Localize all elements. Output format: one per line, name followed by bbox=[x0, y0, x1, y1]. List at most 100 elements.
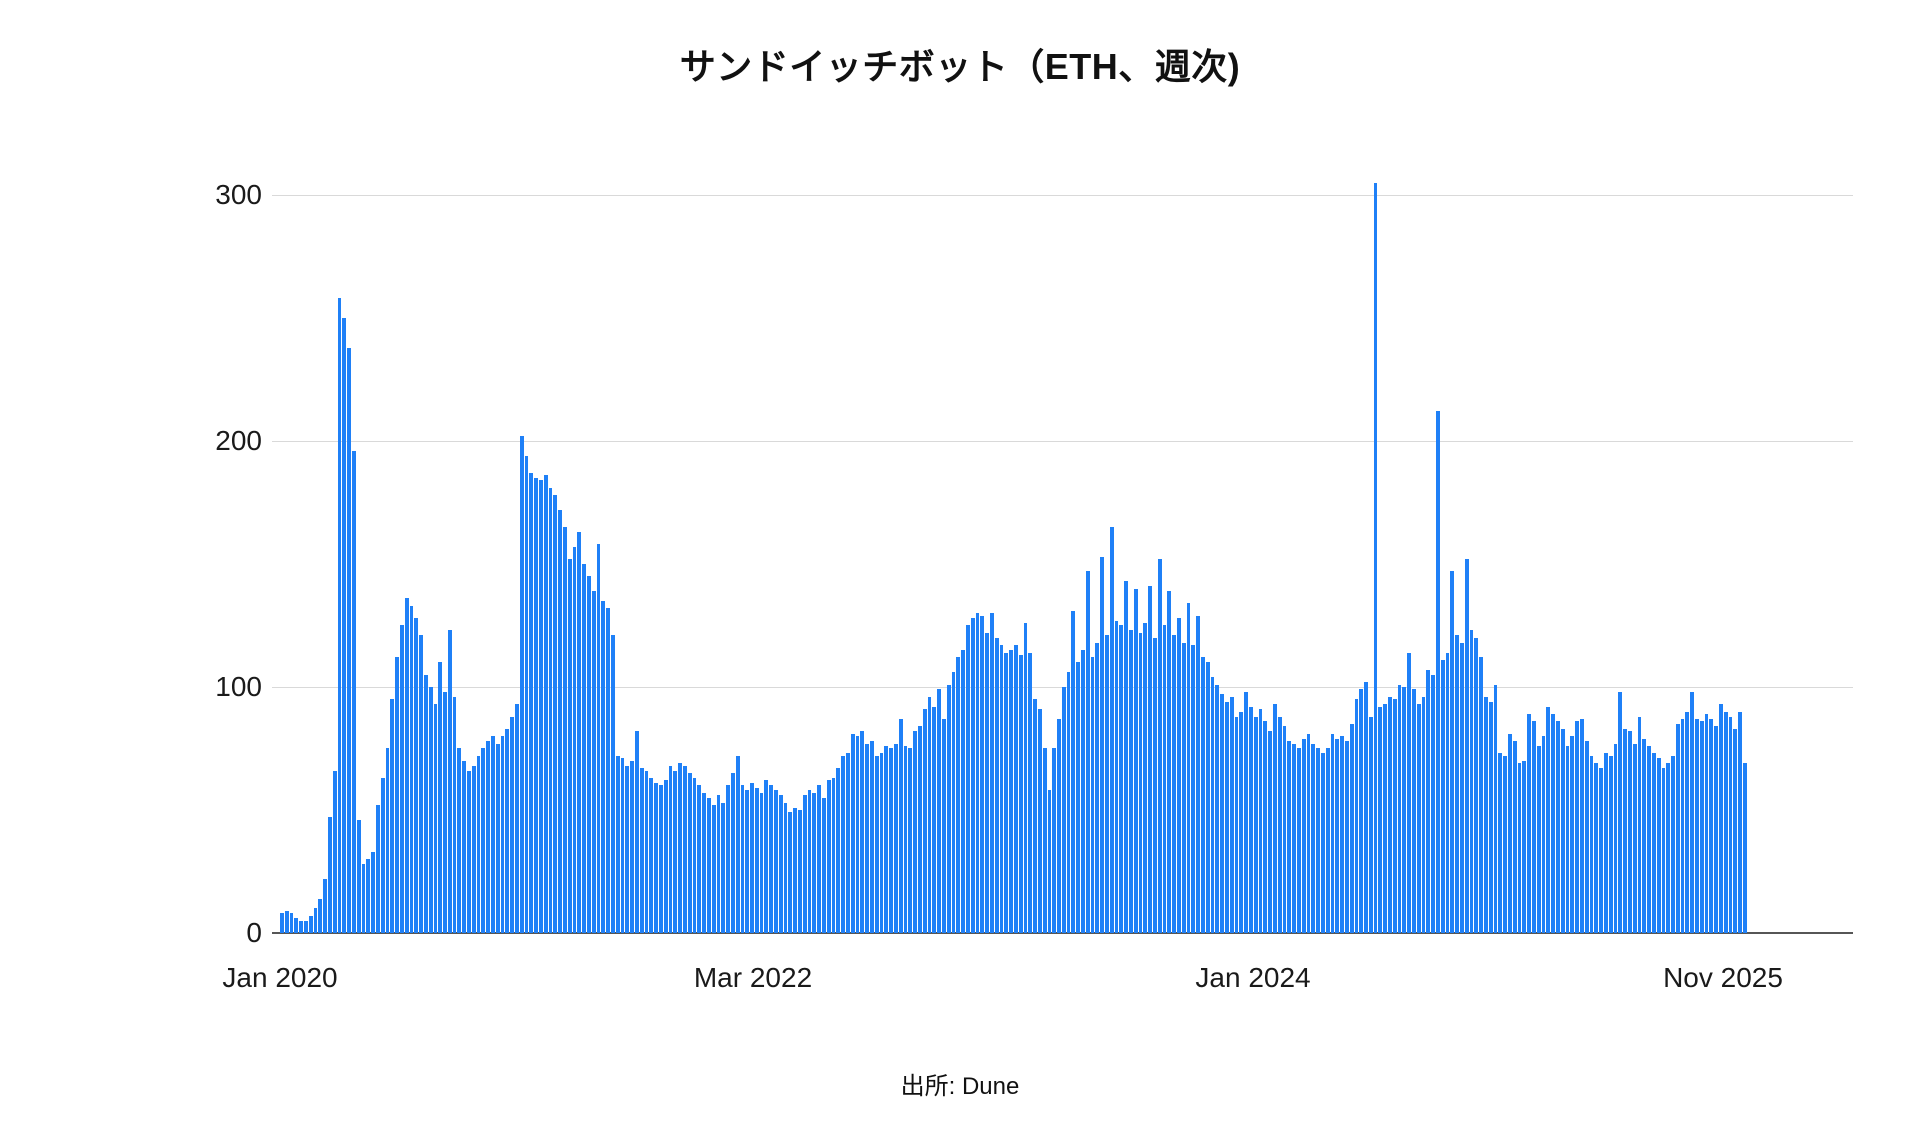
bar bbox=[1292, 744, 1296, 933]
bar bbox=[1162, 625, 1167, 933]
bar bbox=[687, 773, 692, 933]
bar bbox=[433, 704, 438, 933]
bar bbox=[1440, 660, 1445, 933]
bar bbox=[1508, 734, 1512, 933]
bar bbox=[630, 761, 634, 933]
bar bbox=[596, 544, 601, 933]
bar bbox=[970, 618, 975, 933]
bar bbox=[1239, 712, 1244, 933]
bar bbox=[802, 795, 807, 933]
bar bbox=[1412, 689, 1416, 933]
bar bbox=[678, 763, 682, 933]
bar bbox=[922, 709, 927, 933]
bar bbox=[356, 820, 361, 933]
bar bbox=[1057, 719, 1061, 933]
bar bbox=[913, 731, 917, 933]
bar bbox=[601, 601, 606, 933]
bar bbox=[644, 771, 649, 933]
bar bbox=[1124, 581, 1129, 933]
bar bbox=[1263, 721, 1268, 933]
bar bbox=[323, 879, 327, 933]
bar bbox=[1013, 645, 1018, 933]
bar bbox=[903, 746, 908, 933]
y-axis-tick-label: 100 bbox=[215, 671, 262, 702]
bar bbox=[1695, 719, 1699, 933]
bar bbox=[649, 778, 654, 933]
bar bbox=[1503, 756, 1507, 933]
bar bbox=[1460, 643, 1464, 933]
bar bbox=[1196, 616, 1200, 933]
bar bbox=[1531, 721, 1536, 933]
bar bbox=[558, 510, 563, 933]
bar bbox=[385, 748, 390, 933]
x-axis-tick-label: Jan 2024 bbox=[1195, 962, 1311, 993]
bar bbox=[1229, 697, 1234, 933]
bar bbox=[1421, 697, 1426, 933]
bar bbox=[697, 785, 702, 933]
bar bbox=[548, 488, 553, 933]
bar bbox=[1431, 675, 1436, 933]
chart-title: サンドイッチボット（ETH、週次) bbox=[679, 46, 1241, 87]
y-axis-tick-label: 0 bbox=[246, 917, 262, 948]
bar bbox=[1484, 697, 1488, 933]
bar bbox=[1148, 586, 1153, 933]
bar bbox=[1344, 741, 1349, 933]
bar bbox=[591, 591, 596, 933]
bar bbox=[639, 768, 644, 933]
bar bbox=[1584, 741, 1589, 933]
bar bbox=[759, 793, 764, 933]
bar bbox=[500, 736, 505, 933]
bar bbox=[438, 662, 443, 933]
bar bbox=[428, 687, 433, 933]
bar bbox=[1464, 559, 1469, 933]
bar bbox=[486, 741, 491, 933]
bar bbox=[1047, 790, 1052, 933]
bar bbox=[1354, 699, 1359, 933]
x-axis-line bbox=[272, 932, 1853, 934]
bar bbox=[404, 598, 409, 933]
bar bbox=[1445, 653, 1450, 933]
bar bbox=[1416, 704, 1421, 933]
bar bbox=[543, 475, 548, 933]
bar bbox=[706, 798, 711, 933]
bar bbox=[1627, 731, 1632, 933]
bar bbox=[371, 852, 375, 933]
bar bbox=[495, 744, 500, 933]
bar bbox=[989, 613, 994, 933]
bar bbox=[663, 780, 668, 933]
y-axis-tick-label: 300 bbox=[215, 179, 262, 210]
bar bbox=[1004, 653, 1009, 933]
bar bbox=[1028, 653, 1033, 933]
bar bbox=[519, 436, 524, 933]
bar bbox=[1330, 734, 1335, 933]
bar bbox=[1656, 758, 1661, 933]
bar bbox=[615, 756, 620, 933]
bar-series bbox=[280, 150, 1747, 933]
bar bbox=[399, 625, 404, 933]
bar bbox=[1071, 611, 1076, 933]
bar bbox=[1436, 411, 1440, 933]
bar bbox=[625, 766, 630, 933]
bar bbox=[390, 699, 395, 933]
bar bbox=[1661, 768, 1666, 933]
bar bbox=[447, 630, 452, 933]
bar bbox=[634, 731, 639, 933]
bar bbox=[1201, 657, 1205, 933]
bar bbox=[745, 790, 750, 933]
bar bbox=[1181, 643, 1186, 933]
bar bbox=[846, 753, 850, 933]
bar bbox=[1671, 756, 1675, 933]
bar bbox=[1603, 753, 1608, 933]
bar bbox=[1743, 763, 1747, 933]
bar bbox=[1680, 719, 1685, 933]
bar bbox=[1081, 650, 1085, 933]
bar bbox=[1618, 692, 1623, 933]
bar bbox=[1527, 714, 1531, 933]
bar bbox=[1335, 739, 1340, 933]
bar bbox=[347, 348, 351, 933]
bar bbox=[658, 785, 663, 933]
bar bbox=[280, 913, 284, 933]
bar bbox=[1340, 736, 1344, 933]
bar bbox=[610, 635, 615, 933]
x-axis-tick-label: Mar 2022 bbox=[693, 962, 813, 993]
